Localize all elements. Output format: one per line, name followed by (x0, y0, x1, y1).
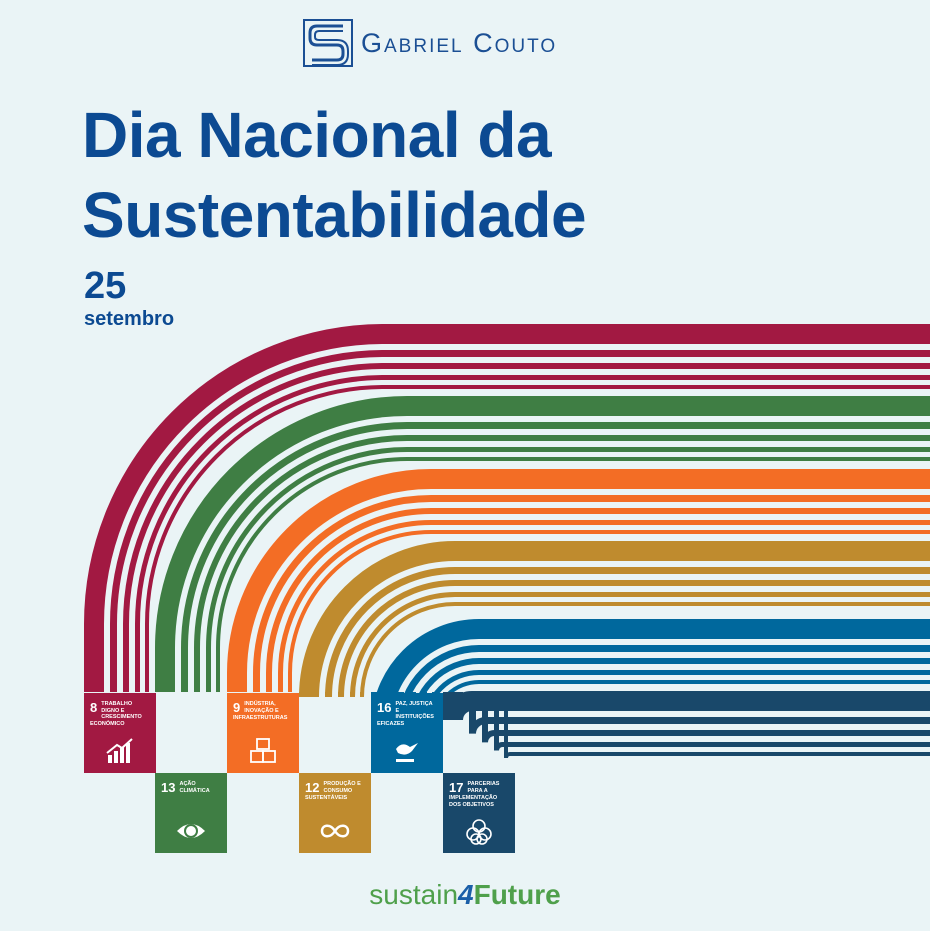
stripe-band (181, 422, 930, 692)
stripe-band (288, 530, 930, 692)
title-line-1: Dia Nacional da (82, 99, 552, 171)
stripe-band (216, 457, 930, 692)
stripe-band (227, 469, 930, 692)
stripe-band (443, 691, 930, 721)
sdg-stripe-group-17 (443, 691, 930, 759)
sdg-stripe-group-13 (155, 396, 930, 692)
sdg-stripe-group-9 (227, 469, 930, 692)
stripe-band (84, 324, 930, 692)
stripe-band (360, 602, 930, 698)
sdg-card-16: 16 Paz, justiça e instituições eficazes (371, 693, 443, 773)
stripe-band (194, 435, 930, 692)
title-line-2: Sustentabilidade (82, 179, 587, 251)
footer-part-1: sustain (369, 879, 459, 910)
brand-logo: Gabriel Couto (303, 18, 557, 68)
stripe-band (494, 692, 930, 751)
stripe-band (350, 592, 930, 698)
stripe-band (325, 567, 930, 698)
brand-name: Gabriel Couto (361, 27, 558, 58)
sdg-label: Indústria, inovação e infraestruturas (233, 701, 288, 721)
date-month: setembro (84, 308, 175, 330)
stripe-band (135, 375, 930, 692)
stripe-band (278, 520, 930, 692)
sdg-label: Parcerias para a implementação dos objet… (449, 781, 500, 808)
stripe-band (504, 692, 930, 759)
stripe-band (123, 363, 930, 692)
stripe-band (110, 350, 930, 692)
stripe-band (266, 508, 930, 692)
sdg-label: Paz, justiça e instituições eficazes (377, 701, 434, 727)
page-title: Dia Nacional da Sustentabilidade (82, 95, 587, 255)
sdg-card-17: 17 Parcerias para a implementação dos obj… (443, 773, 515, 853)
sdg-number: 9 (233, 700, 241, 715)
sdg-card-13: 13 Ação climática (155, 773, 227, 853)
sdg-label: Ação climática (179, 781, 210, 794)
sdg-label: Produção e consumo sustentáveis (305, 781, 361, 801)
sdg-number: 17 (449, 780, 464, 795)
sustain4future-logo: sustain4Future (0, 877, 930, 913)
date-day: 25 (84, 265, 127, 307)
gabriel-couto-logo-icon (303, 19, 353, 67)
sdg-number: 12 (305, 780, 320, 795)
sdg-number: 16 (377, 700, 392, 715)
sdg-label: Trabalho digno e crescimento económico (90, 701, 142, 727)
stripe-band (206, 447, 930, 692)
sdg-number: 8 (90, 700, 98, 715)
sdg-stripe-group-12 (299, 541, 930, 698)
footer-part-2: 4 (458, 879, 474, 910)
stripe-band (155, 396, 930, 692)
stripe-band (145, 385, 930, 692)
sdg-stripe-group-8 (84, 324, 930, 692)
sdg-number: 13 (161, 780, 176, 795)
sdg-card-9: 9 Indústria, inovação e infraestruturas (227, 693, 299, 773)
stripe-band (299, 541, 930, 698)
footer-part-3: Future (473, 879, 561, 910)
sdg-card-12: 12 Produção e consumo sustentáveis (299, 773, 371, 853)
stripe-band (253, 495, 930, 692)
sdg-card-8: 8 Trabalho digno e crescimento económico (84, 693, 156, 773)
stripe-band (338, 580, 930, 698)
